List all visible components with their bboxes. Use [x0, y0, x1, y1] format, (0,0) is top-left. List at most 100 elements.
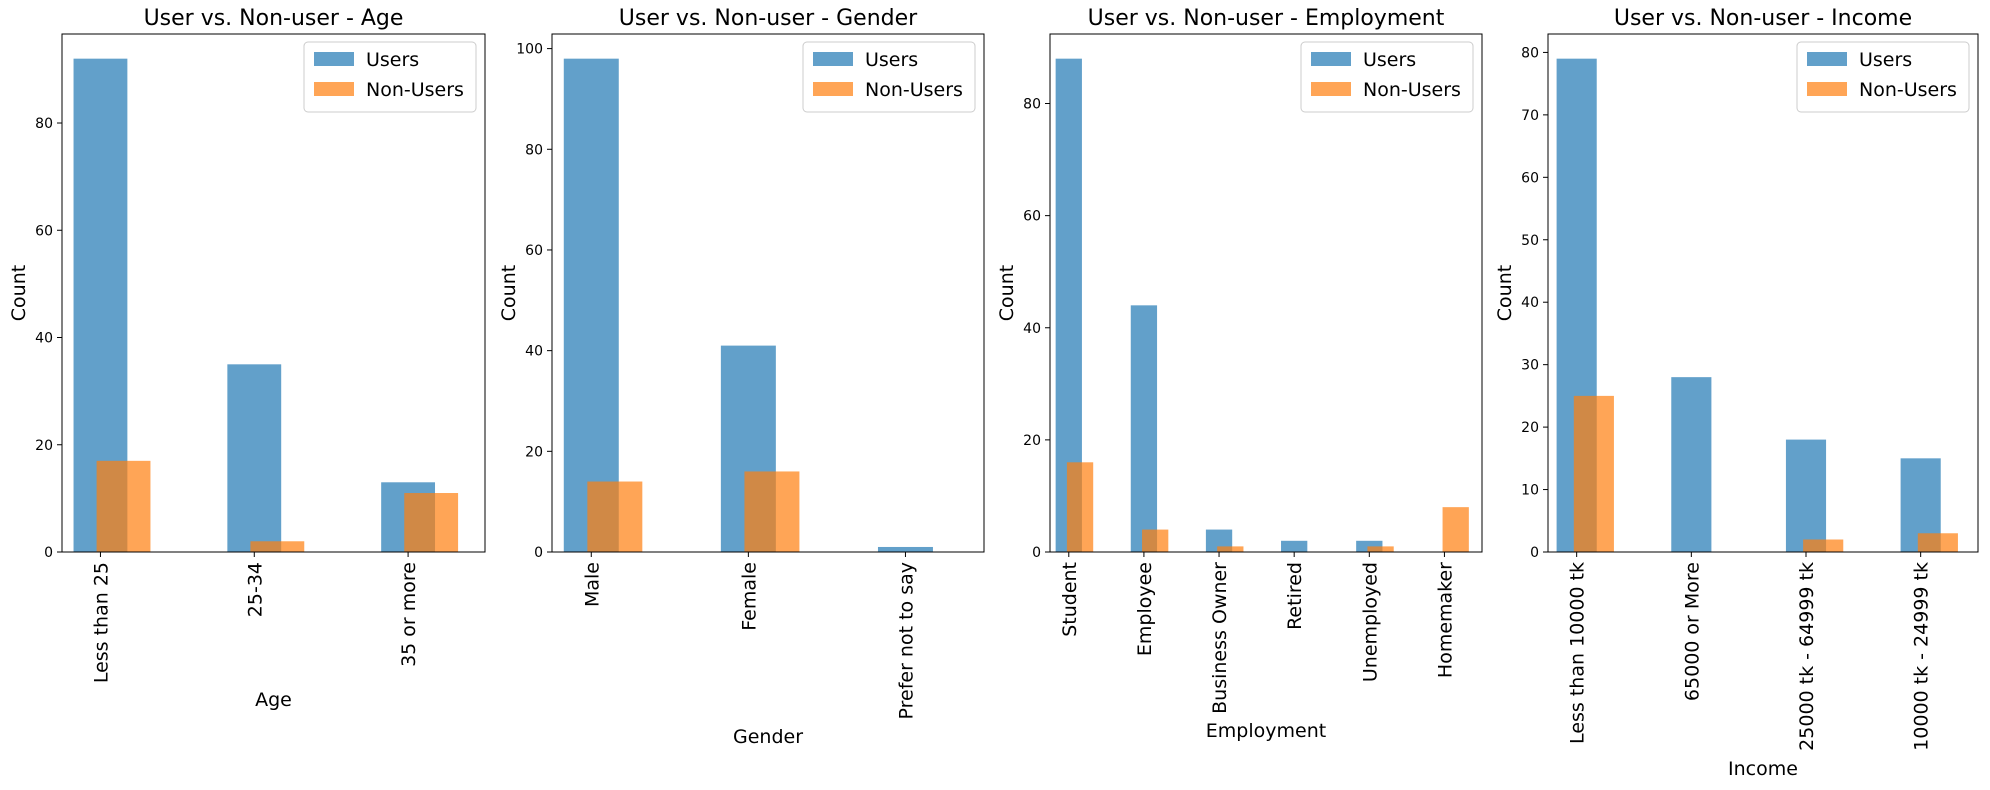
y-tick-label: 80 [1023, 97, 1041, 113]
x-tick-label: Less than 10000 tk [1567, 562, 1589, 744]
x-tick-label: 25-34 [244, 562, 266, 617]
legend-swatch-nonusers [1311, 82, 1351, 96]
chart-title: User vs. Non-user - Age [144, 6, 404, 31]
legend-swatch-users [1807, 52, 1847, 66]
chart-title: User vs. Non-user - Gender [619, 6, 918, 31]
bar-nonusers-2 [1142, 529, 1169, 552]
legend-label-nonusers: Non-Users [865, 79, 963, 101]
y-tick-label: 50 [1521, 233, 1539, 249]
y-tick-label: 20 [1023, 433, 1041, 449]
bar-users-3 [877, 546, 933, 552]
legend-label-nonusers: Non-Users [1363, 79, 1461, 101]
legend-swatch-users [813, 52, 853, 66]
chart-panel-2: 0 20 40 60 80 100 Male Female Prefer not to say U… [498, 6, 985, 748]
x-tick-label: Retired [1284, 562, 1306, 630]
x-tick-label: Homemaker [1434, 562, 1456, 678]
y-tick-label: 0 [1530, 545, 1539, 561]
legend-swatch-users [314, 52, 354, 66]
x-tick-label: 25000 tk - 64999 tk [1796, 562, 1818, 751]
x-tick-label: Prefer not to say [895, 562, 917, 720]
legend: Users Non-Users [303, 41, 477, 113]
chart-panel-4: 0 10 20 30 40 50 60 70 80 Less than 10000 tk 65000… [1494, 6, 1979, 780]
x-axis-label: Income [1728, 758, 1798, 780]
x-tick-label: 10000 tk - 24999 tk [1911, 562, 1933, 751]
legend-label-users: Users [865, 49, 918, 71]
legend-swatch-nonusers [813, 82, 853, 96]
y-tick-label: 60 [525, 243, 543, 259]
bar-nonusers-1 [1066, 462, 1094, 552]
x-tick-label: Employee [1134, 562, 1156, 656]
bar-nonusers-3 [404, 493, 459, 552]
y-tick-label: 30 [1521, 358, 1539, 374]
x-axis-label: Employment [1206, 720, 1326, 742]
bar-nonusers-3 [1217, 546, 1244, 552]
y-tick-label: 0 [534, 545, 543, 561]
legend-label-nonusers: Non-Users [366, 79, 464, 101]
chart-title: User vs. Non-user - Employment [1088, 6, 1445, 31]
y-tick-label: 20 [35, 438, 53, 454]
legend: Users Non-Users [802, 41, 976, 113]
y-tick-label: 10 [1521, 483, 1539, 499]
bar-nonusers-6 [1442, 507, 1469, 552]
y-tick-label: 20 [1521, 420, 1539, 436]
x-tick-label: Male [581, 562, 603, 607]
y-tick-label: 40 [1521, 295, 1539, 311]
bar-nonusers-5 [1367, 546, 1394, 552]
bar-users-4 [1281, 540, 1308, 552]
bar-nonusers-1 [96, 460, 151, 552]
y-axis-label: Count [8, 265, 30, 321]
plot-frame [61, 33, 486, 553]
x-tick-label: Unemployed [1359, 562, 1381, 682]
bar-nonusers-1 [587, 481, 643, 552]
legend-label-users: Users [1363, 49, 1416, 71]
legend: Users Non-Users [1300, 41, 1474, 113]
legend-label-users: Users [1859, 49, 1912, 71]
bar-nonusers-3 [1803, 539, 1844, 552]
y-tick-label: 80 [1521, 45, 1539, 61]
y-axis-label: Count [1494, 265, 1516, 321]
plot-frame [1547, 33, 1979, 553]
plot-frame [551, 33, 985, 553]
bar-nonusers-4 [1917, 533, 1958, 552]
y-tick-label: 60 [1521, 170, 1539, 186]
bar-users-3 [1785, 439, 1827, 552]
y-tick-label: 80 [525, 142, 543, 158]
bar-nonusers-1 [1573, 395, 1614, 552]
bar-users-2 [227, 364, 282, 552]
x-axis-label: Age [255, 689, 292, 711]
bar-users-1 [563, 58, 619, 553]
x-tick-label: Female [738, 562, 760, 631]
legend-swatch-nonusers [1807, 82, 1847, 96]
y-tick-label: 100 [516, 42, 543, 58]
x-tick-label: Business Owner [1209, 562, 1231, 714]
y-tick-label: 40 [525, 344, 543, 360]
chart-panel-1: 0 20 40 60 80 Less than 25 25-34 35 or more User… [8, 6, 486, 711]
bar-users-2 [1671, 377, 1712, 552]
y-tick-label: 70 [1521, 108, 1539, 124]
x-tick-label: Less than 25 [90, 562, 112, 683]
plot-frame [1049, 33, 1483, 553]
x-axis-label: Gender [733, 726, 803, 748]
y-tick-label: 80 [35, 116, 53, 132]
legend-swatch-users [1311, 52, 1351, 66]
bar-nonusers-2 [250, 541, 305, 552]
chart-title: User vs. Non-user - Income [1614, 6, 1912, 31]
y-tick-label: 0 [1032, 545, 1041, 561]
y-axis-label: Count [498, 265, 520, 321]
y-tick-label: 40 [35, 331, 53, 347]
bar-nonusers-2 [744, 471, 800, 552]
y-tick-label: 60 [1023, 209, 1041, 225]
legend-label-users: Users [366, 49, 419, 71]
x-tick-label: Student [1059, 562, 1081, 637]
y-tick-label: 20 [525, 444, 543, 460]
y-axis-label: Count [996, 265, 1018, 321]
legend-label-nonusers: Non-Users [1859, 79, 1957, 101]
legend-swatch-nonusers [314, 82, 354, 96]
y-tick-label: 0 [44, 545, 53, 561]
legend: Users Non-Users [1796, 41, 1970, 113]
y-tick-label: 60 [35, 223, 53, 239]
y-tick-label: 40 [1023, 321, 1041, 337]
bar-users-2 [1130, 305, 1158, 552]
x-tick-label: 35 or more [398, 562, 420, 667]
